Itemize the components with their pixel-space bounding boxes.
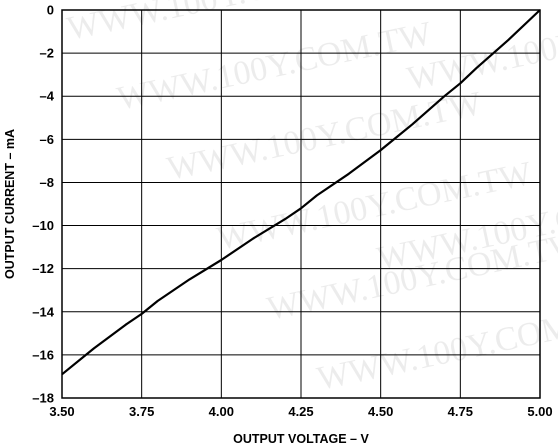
x-tick-label: 5.00: [527, 404, 552, 419]
plot-area-frame: [61, 9, 541, 399]
y-axis-title: OUTPUT CURRENT – mA: [3, 129, 17, 279]
y-tick-label: –18: [32, 391, 54, 406]
y-axis-ticks: 0 –2 –4 –6 –8 –10 –12 –14 –16 –18: [32, 3, 54, 406]
x-axis-title: OUTPUT VOLTAGE – V: [233, 432, 369, 446]
watermark-text: WWW.100Y.COM.TW: [114, 15, 436, 118]
x-axis-ticks: 3.50 3.75 4.00 4.25 4.50 4.75 5.00: [49, 404, 552, 419]
y-tick-label: –14: [32, 304, 54, 319]
series-layer: [61, 9, 541, 376]
x-tick-label: 3.75: [129, 404, 154, 419]
y-tick-label: –16: [32, 347, 54, 362]
watermark-text: WWW.100Y.COM.TW: [164, 85, 486, 188]
x-tick-label: 3.50: [49, 404, 74, 419]
x-tick-label: 4.25: [288, 404, 313, 419]
y-tick-label: –12: [32, 261, 54, 276]
y-tick-label: –8: [40, 175, 54, 190]
y-tick-label: –4: [40, 89, 55, 104]
series-line: [61, 9, 541, 376]
y-tick-label: –6: [40, 132, 54, 147]
y-tick-label: –10: [32, 218, 54, 233]
x-tick-label: 4.75: [448, 404, 473, 419]
y-tick-label: 0: [47, 3, 54, 18]
x-tick-label: 4.00: [209, 404, 234, 419]
y-tick-label: –2: [40, 46, 54, 61]
x-tick-label: 4.50: [368, 404, 393, 419]
